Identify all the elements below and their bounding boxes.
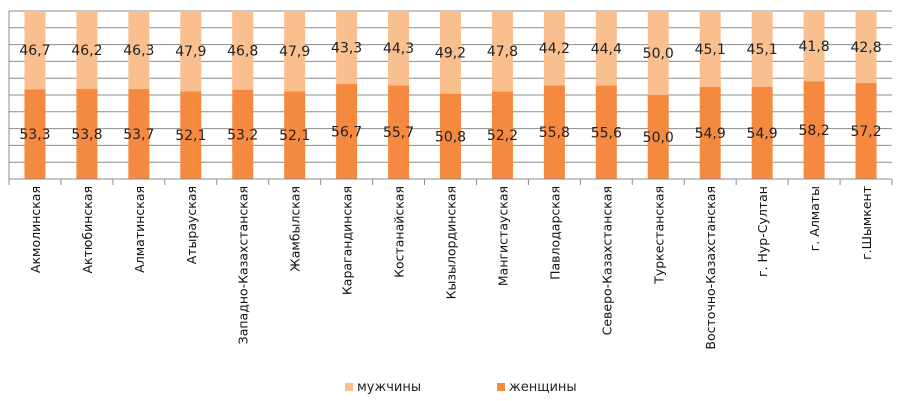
bar-men: [180, 11, 202, 92]
legend-swatch-women: [497, 383, 505, 391]
value-label-men: 47,8: [487, 44, 518, 60]
value-label-men: 46,7: [19, 43, 50, 59]
value-label-men: 50,0: [643, 46, 674, 62]
value-label-women: 50,0: [643, 130, 674, 146]
category-label: Туркестанская: [651, 186, 666, 285]
bar-women: [180, 91, 202, 179]
bars-layer: [24, 11, 877, 179]
legend-swatch-men: [345, 383, 353, 391]
bar-women: [128, 88, 150, 179]
value-label-women: 53,3: [19, 127, 50, 143]
bar-men: [595, 11, 617, 86]
value-label-women: 57,2: [850, 124, 881, 140]
category-label: Карагандинская: [340, 186, 355, 295]
bar-women: [336, 83, 358, 179]
value-label-men: 47,9: [279, 44, 310, 60]
value-label-women: 52,1: [175, 128, 206, 144]
value-labels-layer: 53,3 46,7 53,8 46,2 53,7 46,3 52,1 47,9 53,2 46,8…: [19, 39, 881, 146]
category-label: Павлодарская: [547, 186, 562, 280]
value-label-women: 50,8: [435, 129, 466, 145]
value-label-women: 52,1: [279, 128, 310, 144]
bar-women: [595, 85, 617, 179]
value-label-men: 46,2: [71, 43, 102, 59]
bar-men: [232, 11, 254, 90]
value-label-men: 46,8: [227, 43, 258, 59]
category-label: Костанайская: [392, 186, 407, 278]
value-label-men: 45,1: [695, 42, 726, 58]
bar-women: [284, 91, 306, 179]
axes-layer: [8, 11, 893, 185]
bar-men: [24, 11, 46, 90]
value-label-women: 55,8: [539, 125, 570, 141]
value-label-men: 44,4: [591, 41, 622, 57]
bar-men: [128, 11, 150, 89]
value-label-women: 56,7: [331, 124, 362, 140]
value-label-women: 53,8: [71, 127, 102, 143]
value-label-women: 52,2: [487, 128, 518, 144]
value-label-women: 53,7: [123, 127, 154, 143]
value-label-women: 55,7: [383, 125, 414, 141]
value-label-men: 47,9: [175, 44, 206, 60]
bar-men: [803, 11, 825, 82]
category-label: Алматинская: [132, 186, 147, 273]
value-label-men: 44,2: [539, 41, 570, 57]
category-label: Акмолинская: [28, 186, 43, 273]
bar-men: [699, 11, 721, 87]
value-label-men: 45,1: [747, 42, 778, 58]
value-label-women: 53,2: [227, 127, 258, 143]
category-label: г.Шымкент: [859, 186, 874, 260]
value-label-men: 43,3: [331, 40, 362, 56]
value-label-women: 54,9: [747, 126, 778, 142]
bar-women: [803, 81, 825, 179]
bar-women: [751, 86, 773, 179]
value-label-women: 55,6: [591, 125, 622, 141]
category-label: г. Алматы: [807, 186, 822, 251]
bar-men: [543, 11, 565, 86]
bar-women: [855, 82, 877, 179]
bar-women: [543, 85, 565, 179]
value-label-men: 44,3: [383, 41, 414, 57]
category-label: Восточно-Казахстанская: [703, 186, 718, 350]
bar-women: [647, 95, 669, 179]
bar-men: [751, 11, 773, 87]
category-label: Кызылординская: [444, 186, 459, 299]
bar-women: [388, 85, 410, 179]
bar-women: [232, 89, 254, 179]
legend-label-women: женщины: [509, 380, 577, 395]
category-label: Западно-Казахстанская: [236, 186, 251, 344]
bar-men: [388, 11, 410, 86]
category-label: Северо-Казахстанская: [599, 186, 614, 335]
bar-women: [24, 89, 46, 179]
category-label: Мангистауская: [495, 186, 510, 286]
bar-men: [855, 11, 877, 83]
category-labels-layer: Акмолинская Актюбинская Алматинская Атыраус…: [28, 186, 874, 350]
legend-label-men: мужчины: [357, 380, 421, 395]
bar-women: [76, 88, 98, 179]
bar-women: [491, 91, 513, 179]
bar-women: [440, 93, 461, 179]
bar-men: [491, 11, 513, 92]
bar-men: [440, 11, 461, 94]
bar-men: [284, 11, 306, 92]
value-label-women: 58,2: [799, 123, 830, 139]
category-label: Атырауская: [184, 186, 199, 264]
category-label: Актюбинская: [80, 186, 95, 274]
value-label-women: 54,9: [695, 126, 726, 142]
bar-women: [699, 86, 721, 179]
value-label-men: 49,2: [435, 45, 466, 61]
bar-men: [336, 11, 358, 84]
bar-men: [647, 11, 669, 95]
category-label: г. Нур-Султан: [755, 186, 770, 277]
value-label-men: 46,3: [123, 43, 154, 59]
bar-men: [76, 11, 98, 89]
value-label-men: 41,8: [799, 39, 830, 55]
legend: мужчины женщины: [345, 380, 577, 395]
value-label-men: 42,8: [850, 40, 881, 56]
category-label: Жамбылская: [288, 186, 303, 272]
